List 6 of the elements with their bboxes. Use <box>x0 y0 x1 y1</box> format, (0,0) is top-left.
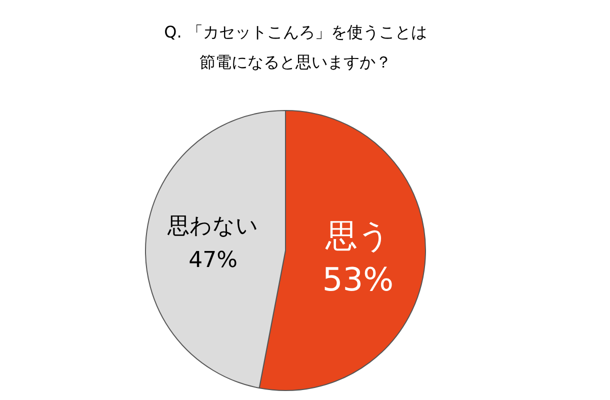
chart-title: Q. 「カセットこんろ」を使うことは <box>164 22 427 42</box>
data-label: 53% <box>322 260 394 298</box>
data-label: 47% <box>188 248 238 274</box>
chart-subtitle: 節電になると思いますか？ <box>200 52 392 72</box>
slice-label: 思う <box>324 216 390 254</box>
slice-label: 思わない <box>166 214 259 240</box>
